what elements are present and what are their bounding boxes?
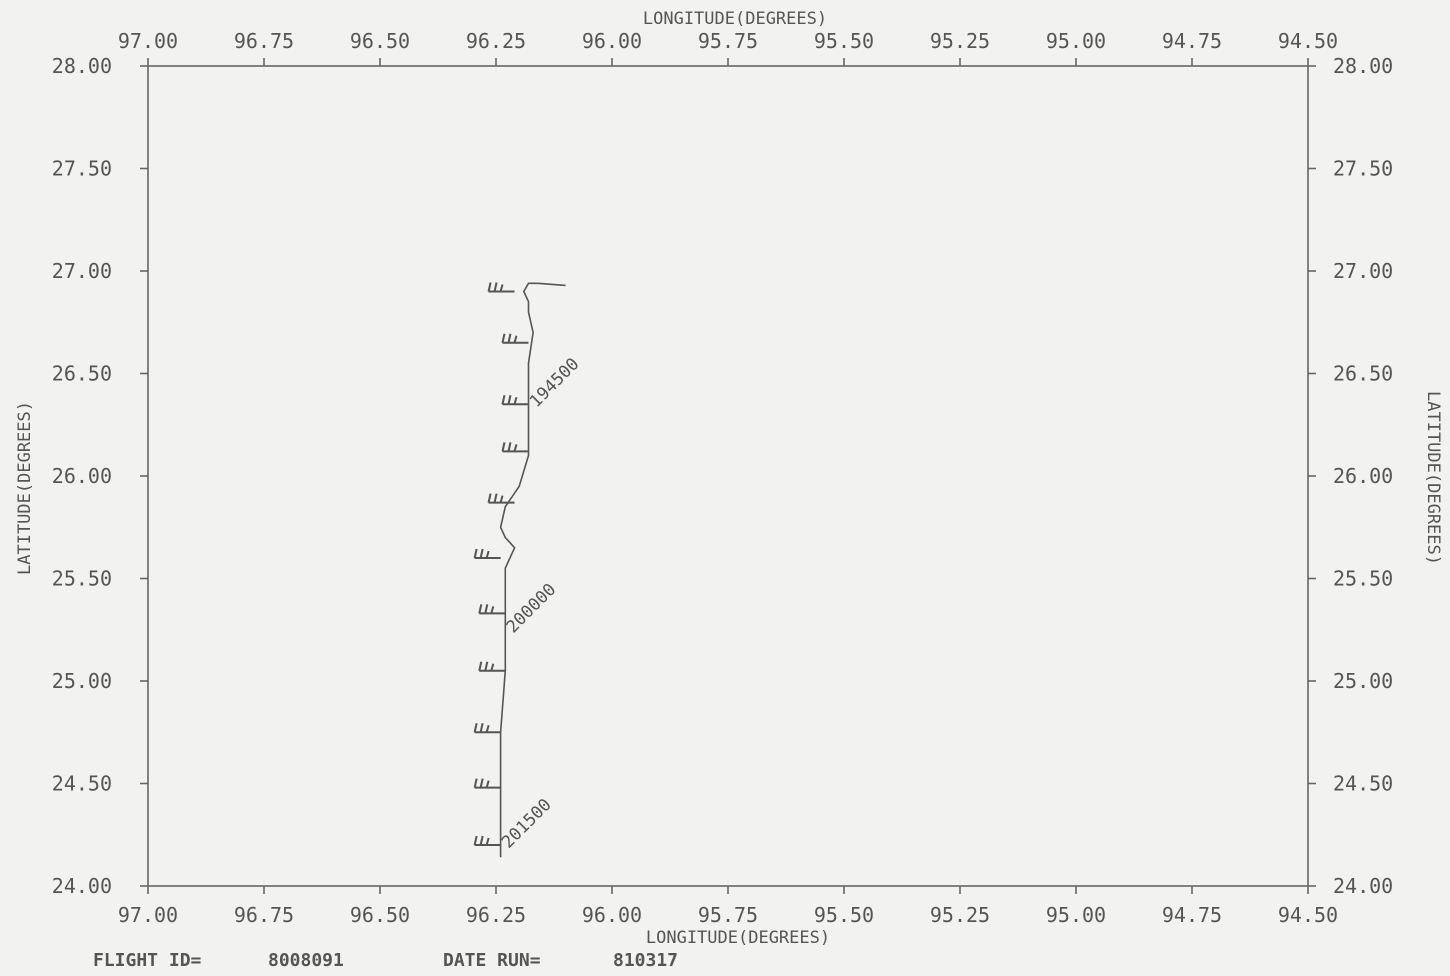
y-tick-label-right: 26.50 bbox=[1333, 362, 1393, 386]
flight-id-label: FLIGHT ID= bbox=[93, 950, 202, 971]
y-tick-label-left: 27.50 bbox=[52, 157, 112, 181]
x-tick-label-bottom: 94.50 bbox=[1278, 903, 1338, 927]
x-tick-label-bottom: 95.75 bbox=[698, 903, 758, 927]
wind-barb bbox=[501, 333, 529, 344]
y-tick-label-left: 25.50 bbox=[52, 567, 112, 591]
x-tick-label-top: 96.50 bbox=[350, 29, 410, 53]
x-tick-label-bottom: 95.00 bbox=[1046, 903, 1106, 927]
x-tick-label-bottom: 96.50 bbox=[350, 903, 410, 927]
x-tick-label-bottom: 97.00 bbox=[118, 903, 178, 927]
wind-barb bbox=[473, 778, 501, 789]
x-axis-title-top: LONGITUDE(DEGREES) bbox=[643, 9, 827, 29]
time-labels: 194500 200000 201500 bbox=[498, 354, 583, 852]
x-tick-label-top: 94.75 bbox=[1162, 29, 1222, 53]
y-tick-label-right: 25.00 bbox=[1333, 669, 1393, 693]
wind-barb bbox=[487, 493, 515, 504]
y-tick-label-left: 28.00 bbox=[52, 54, 112, 78]
wind-barb bbox=[501, 442, 529, 453]
wind-barb bbox=[473, 548, 501, 559]
y-tick-label-right: 27.00 bbox=[1333, 259, 1393, 283]
x-tick-label-top: 95.25 bbox=[930, 29, 990, 53]
x-tick-label-top: 95.50 bbox=[814, 29, 874, 53]
y-tick-label-right: 28.00 bbox=[1333, 54, 1393, 78]
y-axis-title-right: LATITUDE(DEGREES) bbox=[1423, 391, 1443, 565]
x-tick-label-top: 96.75 bbox=[234, 29, 294, 53]
y-tick-label-right: 24.50 bbox=[1333, 772, 1393, 796]
y-tick-label-right: 26.00 bbox=[1333, 464, 1393, 488]
y-tick-label-left: 26.00 bbox=[52, 464, 112, 488]
flight-track bbox=[499, 282, 566, 858]
track-line bbox=[499, 282, 566, 858]
y-tick-label-left: 24.50 bbox=[52, 772, 112, 796]
x-tick-label-top: 97.00 bbox=[118, 29, 178, 53]
wind-barbs bbox=[473, 282, 529, 846]
plot-frame bbox=[147, 65, 1309, 887]
wind-barb bbox=[478, 604, 506, 615]
time-label: 200000 bbox=[503, 580, 561, 638]
x-tick-label-top: 95.75 bbox=[698, 29, 758, 53]
flight-id-value: 8008091 bbox=[268, 950, 344, 971]
x-tick-label-bottom: 96.00 bbox=[582, 903, 642, 927]
date-run-value: 810317 bbox=[613, 950, 678, 971]
y-tick-label-right: 25.50 bbox=[1333, 567, 1393, 591]
wind-barb bbox=[473, 723, 501, 734]
x-axis-title-bottom: LONGITUDE(DEGREES) bbox=[646, 928, 830, 948]
time-label: 201500 bbox=[498, 795, 556, 853]
wind-barb bbox=[473, 835, 501, 846]
x-tick-label-bottom: 95.25 bbox=[930, 903, 990, 927]
axis-ticks: 97.00 97.00 96.75 96.75 96.50 96.50 96.25 96.25… bbox=[52, 29, 1393, 927]
wind-barb bbox=[501, 395, 529, 406]
y-tick-label-left: 26.50 bbox=[52, 362, 112, 386]
y-tick-label-left: 27.00 bbox=[52, 259, 112, 283]
x-tick-label-bottom: 94.75 bbox=[1162, 903, 1222, 927]
y-tick-label-right: 24.00 bbox=[1333, 874, 1393, 898]
x-tick-label-top: 95.00 bbox=[1046, 29, 1106, 53]
wind-barb bbox=[478, 661, 506, 672]
time-label: 194500 bbox=[526, 354, 584, 412]
y-tick-label-right: 27.50 bbox=[1333, 157, 1393, 181]
x-tick-label-bottom: 96.75 bbox=[234, 903, 294, 927]
y-tick-label-left: 24.00 bbox=[52, 874, 112, 898]
wind-barb bbox=[487, 282, 515, 293]
x-tick-label-top: 94.50 bbox=[1278, 29, 1338, 53]
date-run-label: DATE RUN= bbox=[443, 950, 541, 971]
x-tick-label-top: 96.25 bbox=[466, 29, 526, 53]
y-axis-title-left: LATITUDE(DEGREES) bbox=[15, 401, 35, 575]
x-tick-label-bottom: 96.25 bbox=[466, 903, 526, 927]
x-tick-label-bottom: 95.50 bbox=[814, 903, 874, 927]
x-tick-label-top: 96.00 bbox=[582, 29, 642, 53]
y-tick-label-left: 25.00 bbox=[52, 669, 112, 693]
